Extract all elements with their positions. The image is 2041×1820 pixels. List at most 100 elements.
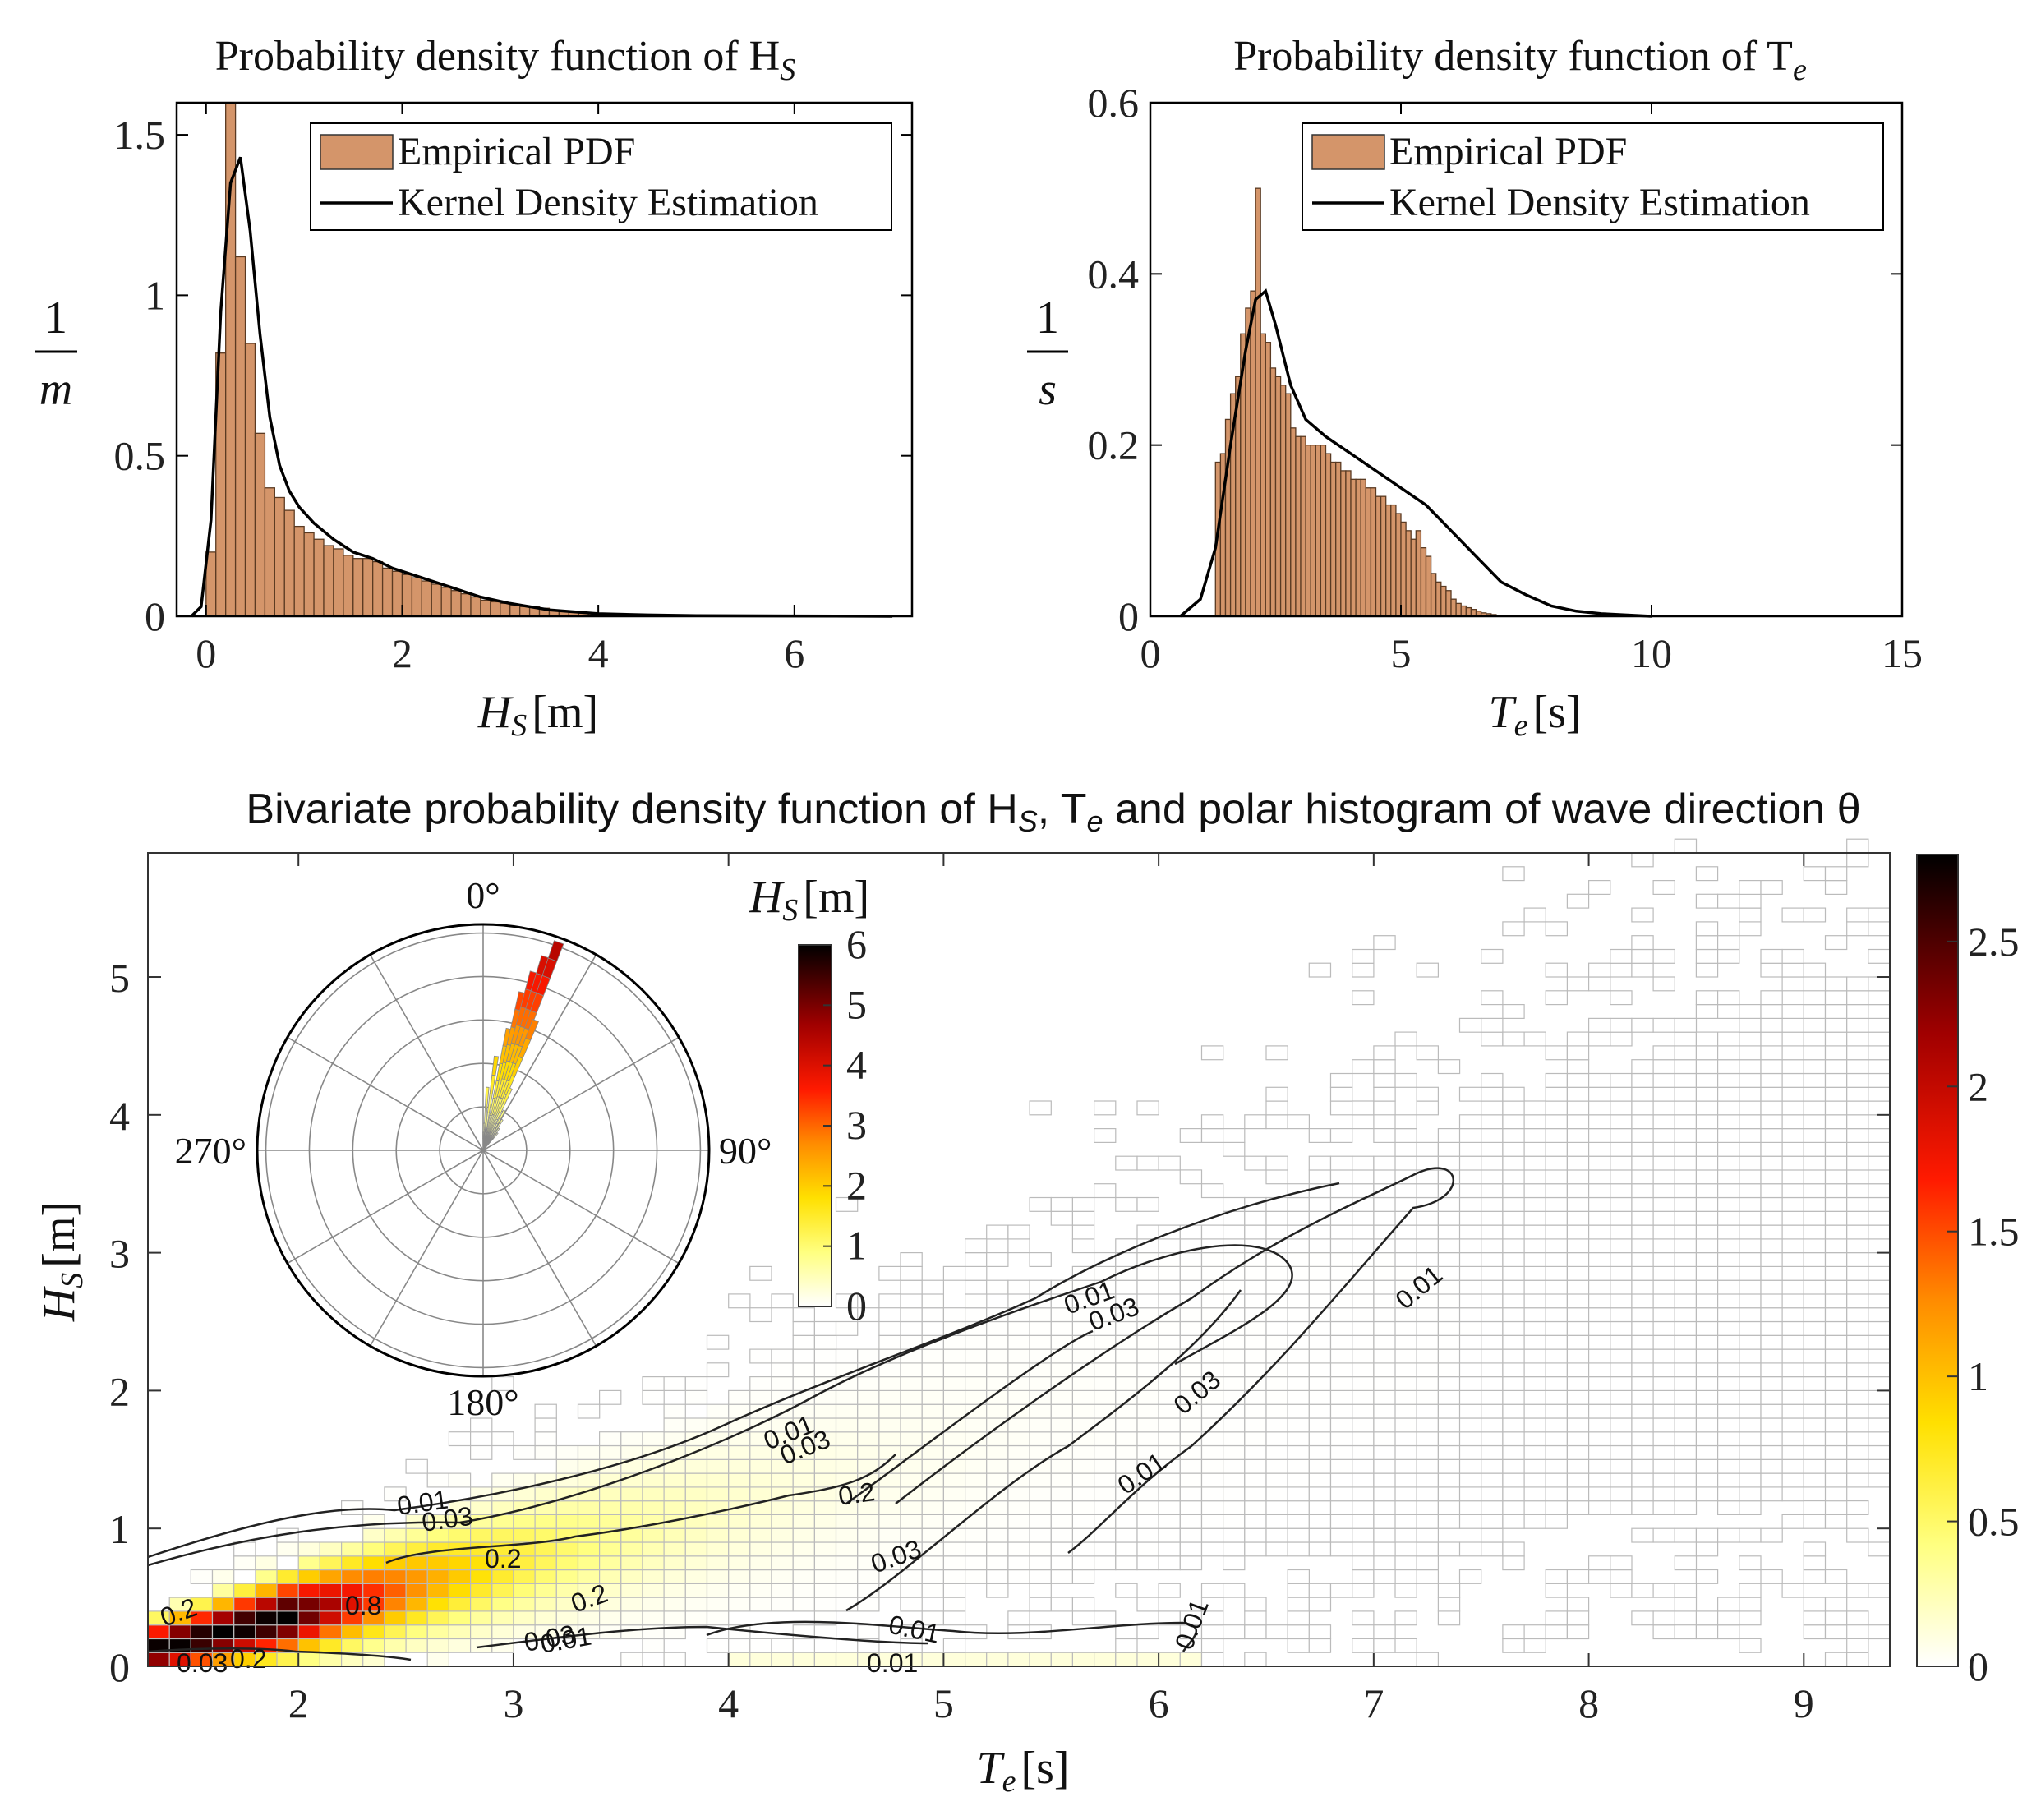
- heatmap-cell: [1050, 1597, 1074, 1612]
- heatmap-cell: [1265, 1265, 1288, 1281]
- heatmap-cell: [319, 1638, 343, 1653]
- heatmap-cell: [1265, 1527, 1288, 1543]
- heatmap-cell: [1610, 1334, 1633, 1350]
- heatmap-cell: [1695, 1251, 1719, 1267]
- heatmap-cell: [1566, 1224, 1590, 1240]
- heatmap-cell: [771, 1362, 794, 1378]
- heatmap-cell: [1846, 852, 1869, 868]
- heatmap-cell: [1717, 893, 1740, 909]
- heatmap-cell: [534, 1444, 557, 1460]
- histogram-bar: [1329, 461, 1337, 617]
- heatmap-cell: [1717, 1210, 1740, 1226]
- heatmap-cell: [1803, 1610, 1827, 1626]
- heatmap-cell: [642, 1555, 665, 1571]
- heatmap-cell: [964, 1251, 988, 1267]
- heatmap-cell: [513, 1472, 536, 1488]
- heatmap-cell: [1329, 1238, 1353, 1254]
- heatmap-cell: [964, 1652, 988, 1667]
- heatmap-cell: [900, 1389, 923, 1405]
- heatmap-cell: [1695, 1141, 1719, 1157]
- heatmap-cell: [491, 1583, 514, 1598]
- heatmap-cell: [1308, 1514, 1332, 1529]
- heatmap-cell: [190, 1624, 214, 1640]
- heatmap-cell: [663, 1541, 686, 1557]
- heatmap-cell: [1824, 1375, 1848, 1391]
- heatmap-cell: [1265, 1334, 1288, 1350]
- heatmap-cell: [1050, 1541, 1074, 1557]
- heatmap-cell: [986, 1348, 1009, 1364]
- heatmap-cell: [1824, 1224, 1848, 1240]
- heatmap-cell: [749, 1569, 772, 1584]
- heatmap-cell: [835, 1403, 859, 1419]
- main-colorbar: 00.511.522.5: [1916, 854, 2020, 1689]
- heatmap-cell: [1739, 1638, 1762, 1653]
- heatmap-cell: [1458, 1238, 1482, 1254]
- heatmap-cell: [878, 1403, 901, 1419]
- heatmap-cell: [1545, 1141, 1568, 1157]
- heatmap-cell: [1631, 1431, 1654, 1447]
- heatmap-cell: [1760, 1183, 1783, 1199]
- heatmap-cell: [1739, 1555, 1762, 1571]
- heatmap-cell: [792, 1362, 816, 1378]
- heatmap-cell: [384, 1638, 407, 1653]
- heatmap-cell: [1695, 1183, 1719, 1199]
- heatmap-cell: [1566, 1127, 1590, 1143]
- histogram-bar: [1465, 606, 1472, 617]
- heatmap-cell: [1803, 1431, 1827, 1447]
- heatmap-cell: [1308, 1500, 1332, 1515]
- heatmap-cell: [1824, 935, 1848, 951]
- heatmap-cell: [1481, 1472, 1504, 1488]
- heatmap-cell: [1115, 1541, 1138, 1557]
- heatmap-cell: [1458, 1348, 1482, 1364]
- histogram-bar: [303, 532, 315, 617]
- heatmap-cell: [964, 1417, 988, 1433]
- heatmap-cell: [1481, 1334, 1504, 1350]
- heatmap-cell: [1803, 1293, 1827, 1309]
- heatmap-cell: [1824, 1279, 1848, 1295]
- heatmap-cell: [1566, 1031, 1590, 1047]
- heatmap-cell: [1610, 1431, 1633, 1447]
- heatmap-cell: [1695, 962, 1719, 978]
- heatmap-cell: [1071, 1375, 1095, 1391]
- heatmap-cell: [1739, 1597, 1762, 1612]
- heatmap-cell: [1458, 1458, 1482, 1474]
- heatmap-cell: [1739, 1127, 1762, 1143]
- heatmap-cell: [964, 1541, 988, 1557]
- heatmap-cell: [813, 1555, 837, 1571]
- heatmap-cell: [1846, 1141, 1869, 1157]
- heatmap-cell: [1308, 1541, 1332, 1557]
- x-tick-label: 7: [1363, 1680, 1384, 1726]
- heatmap-cell: [1824, 1210, 1848, 1226]
- heatmap-cell: [642, 1486, 665, 1502]
- heatmap-cell: [1739, 1334, 1762, 1350]
- polar-bar-segment: [491, 1055, 500, 1076]
- heatmap-cell: [1803, 1320, 1827, 1336]
- heatmap-cell: [1695, 893, 1719, 909]
- heatmap-cell: [1352, 1169, 1375, 1185]
- heatmap-cell: [513, 1527, 536, 1543]
- heatmap-cell: [1200, 1472, 1224, 1488]
- heatmap-cell: [1545, 1348, 1568, 1364]
- heatmap-cell: [921, 1514, 944, 1529]
- heatmap-cell: [1329, 1348, 1353, 1364]
- heatmap-cell: [1545, 1169, 1568, 1185]
- heatmap-cell: [1631, 1238, 1654, 1254]
- heatmap-cell: [1007, 1541, 1030, 1557]
- heatmap-cell: [1739, 1100, 1762, 1116]
- heatmap-cell: [1652, 1472, 1675, 1488]
- heatmap-cell: [384, 1624, 407, 1640]
- heatmap-cell: [1695, 1196, 1719, 1212]
- heatmap-cell: [1458, 1514, 1482, 1529]
- heatmap-cell: [1329, 1086, 1353, 1102]
- heatmap-cell: [1824, 1059, 1848, 1075]
- heatmap-cell: [1093, 1100, 1117, 1116]
- heatmap-cell: [469, 1500, 493, 1515]
- heatmap-cell: [1868, 1417, 1891, 1433]
- heatmap-cell: [1674, 1307, 1698, 1323]
- heatmap-cell: [1717, 1127, 1740, 1143]
- heatmap-cell: [255, 1555, 278, 1571]
- heatmap-cell: [620, 1597, 643, 1612]
- heatmap-cell: [1803, 1624, 1827, 1640]
- heatmap-cell: [1566, 1334, 1590, 1350]
